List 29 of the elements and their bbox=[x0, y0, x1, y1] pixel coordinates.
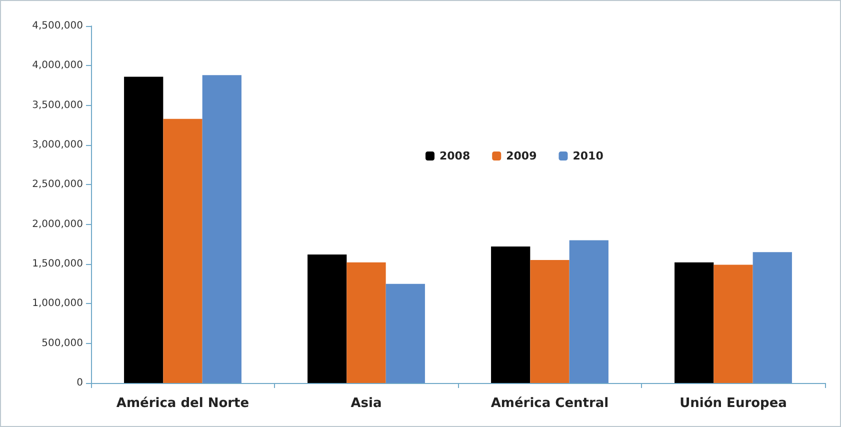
bar bbox=[752, 252, 792, 383]
x-tick-label: América Central bbox=[490, 396, 609, 411]
bar bbox=[569, 240, 608, 383]
y-tick-label: 4,500,000 bbox=[32, 20, 83, 32]
y-tick-label: 3,000,000 bbox=[32, 140, 83, 150]
bar bbox=[530, 260, 570, 383]
y-tick-label: 4,000,000 bbox=[32, 60, 83, 72]
y-tick-label: 1,000,000 bbox=[32, 298, 83, 310]
legend-label: 2009 bbox=[506, 150, 537, 162]
y-tick-label: 1,500,000 bbox=[32, 258, 83, 270]
bar bbox=[346, 262, 386, 383]
bar bbox=[386, 284, 425, 383]
bar bbox=[202, 75, 242, 383]
y-tick-label: 2,500,000 bbox=[32, 179, 83, 190]
y-tick-label: 0 bbox=[76, 378, 83, 388]
bar bbox=[308, 254, 347, 383]
legend-label: 2010 bbox=[572, 150, 604, 162]
y-tick-label: 500,000 bbox=[42, 338, 83, 349]
x-tick-label: Unión Europea bbox=[680, 396, 787, 411]
bar bbox=[491, 246, 530, 383]
x-tick-label: Asia bbox=[350, 396, 382, 411]
y-tick-label: 2,000,000 bbox=[32, 218, 83, 230]
bar bbox=[674, 262, 714, 383]
legend-label: 2008 bbox=[440, 150, 470, 162]
bar bbox=[163, 118, 202, 383]
bar bbox=[124, 76, 164, 383]
bar bbox=[714, 264, 753, 383]
x-tick-label: América del Norte bbox=[116, 396, 250, 411]
y-tick-label: 3,500,000 bbox=[32, 100, 83, 111]
